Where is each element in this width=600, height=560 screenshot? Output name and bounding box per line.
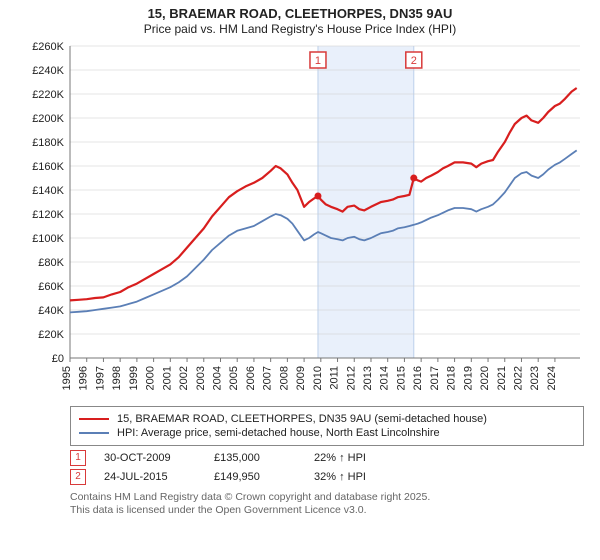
svg-text:2018: 2018 — [446, 366, 458, 390]
svg-text:£220K: £220K — [32, 89, 64, 101]
svg-text:2020: 2020 — [479, 366, 491, 390]
svg-text:2008: 2008 — [278, 366, 290, 390]
svg-text:2010: 2010 — [312, 366, 324, 390]
chart-title-line2: Price paid vs. HM Land Registry's House … — [10, 22, 590, 36]
sale-pct-1: 22% ↑ HPI — [314, 452, 434, 464]
svg-text:£160K: £160K — [32, 161, 64, 173]
svg-text:2001: 2001 — [161, 366, 173, 390]
legend-label-series-1: 15, BRAEMAR ROAD, CLEETHORPES, DN35 9AU … — [117, 413, 487, 425]
svg-text:1: 1 — [315, 55, 321, 67]
svg-text:2016: 2016 — [412, 366, 424, 390]
sale-marker-1: 1 — [70, 450, 86, 466]
svg-text:2015: 2015 — [395, 366, 407, 390]
svg-text:£260K: £260K — [32, 41, 64, 53]
sales-list: 1 30-OCT-2009 £135,000 22% ↑ HPI 2 24-JU… — [70, 450, 590, 485]
svg-text:2003: 2003 — [195, 366, 207, 390]
sale-date-1: 30-OCT-2009 — [104, 452, 214, 464]
svg-text:£200K: £200K — [32, 113, 64, 125]
svg-text:1998: 1998 — [111, 366, 123, 390]
svg-text:£0: £0 — [52, 353, 64, 365]
svg-text:£20K: £20K — [38, 329, 64, 341]
svg-text:2023: 2023 — [529, 366, 541, 390]
sale-price-2: £149,950 — [214, 471, 314, 483]
svg-text:2019: 2019 — [462, 366, 474, 390]
legend-box: 15, BRAEMAR ROAD, CLEETHORPES, DN35 9AU … — [70, 406, 584, 446]
svg-text:1997: 1997 — [94, 366, 106, 390]
svg-text:2022: 2022 — [512, 366, 524, 390]
svg-text:2006: 2006 — [245, 366, 257, 390]
svg-text:1999: 1999 — [128, 366, 140, 390]
svg-text:£140K: £140K — [32, 185, 64, 197]
footer-line-2: This data is licensed under the Open Gov… — [70, 504, 584, 517]
legend-label-series-2: HPI: Average price, semi-detached house,… — [117, 427, 440, 439]
legend-swatch-series-1 — [79, 418, 109, 420]
svg-text:£100K: £100K — [32, 233, 64, 245]
chart-title-line1: 15, BRAEMAR ROAD, CLEETHORPES, DN35 9AU — [10, 6, 590, 22]
svg-text:£180K: £180K — [32, 137, 64, 149]
legend-swatch-series-2 — [79, 432, 109, 434]
svg-text:2012: 2012 — [345, 366, 357, 390]
svg-text:1996: 1996 — [78, 366, 90, 390]
svg-text:£240K: £240K — [32, 65, 64, 77]
footer-line-1: Contains HM Land Registry data © Crown c… — [70, 491, 584, 504]
svg-text:2024: 2024 — [546, 366, 558, 390]
svg-text:1995: 1995 — [61, 366, 73, 390]
svg-text:2013: 2013 — [362, 366, 374, 390]
sale-marker-2: 2 — [70, 469, 86, 485]
svg-text:£120K: £120K — [32, 209, 64, 221]
svg-text:2004: 2004 — [211, 366, 223, 390]
svg-text:2017: 2017 — [429, 366, 441, 390]
svg-text:2011: 2011 — [329, 366, 341, 390]
svg-text:£60K: £60K — [38, 281, 64, 293]
svg-text:£80K: £80K — [38, 257, 64, 269]
price-chart: £0 £20K £40K £60K £80K £100K £120K £140K £160K £1… — [10, 40, 590, 400]
svg-text:2014: 2014 — [379, 366, 391, 390]
svg-text:2009: 2009 — [295, 366, 307, 390]
svg-text:2002: 2002 — [178, 366, 190, 390]
sale-date-2: 24-JUL-2015 — [104, 471, 214, 483]
svg-text:£40K: £40K — [38, 305, 64, 317]
sale-price-1: £135,000 — [214, 452, 314, 464]
svg-text:2005: 2005 — [228, 366, 240, 390]
svg-text:2: 2 — [411, 55, 417, 67]
svg-text:2000: 2000 — [145, 366, 157, 390]
sale-pct-2: 32% ↑ HPI — [314, 471, 434, 483]
svg-text:2021: 2021 — [496, 366, 508, 390]
svg-text:2007: 2007 — [262, 366, 274, 390]
